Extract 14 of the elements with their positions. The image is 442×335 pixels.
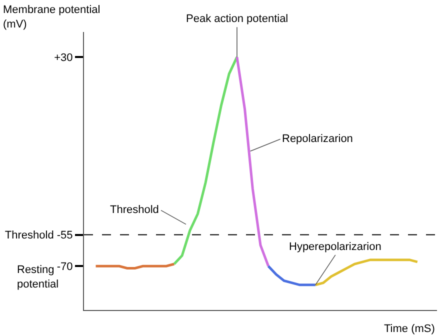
y-tick-label: -70 (56, 260, 73, 273)
line-series (267, 264, 317, 286)
x-axis-title: Time (mS) (384, 323, 435, 335)
y-tick-label: Threshold -55 (4, 230, 73, 242)
y-axis-title: Membrane potential (mV) (3, 4, 100, 30)
line-series (314, 258, 419, 286)
text: Resting potential (17, 264, 59, 290)
line-series (236, 56, 270, 268)
line-series (172, 56, 238, 266)
text: Peak action potential (186, 13, 288, 25)
annotation: Hyperepolarizarion (289, 241, 382, 253)
annotation: Repolarizarion (282, 133, 353, 145)
annotation: Threshold (110, 204, 159, 216)
y-tick-label: +30 (54, 52, 73, 64)
